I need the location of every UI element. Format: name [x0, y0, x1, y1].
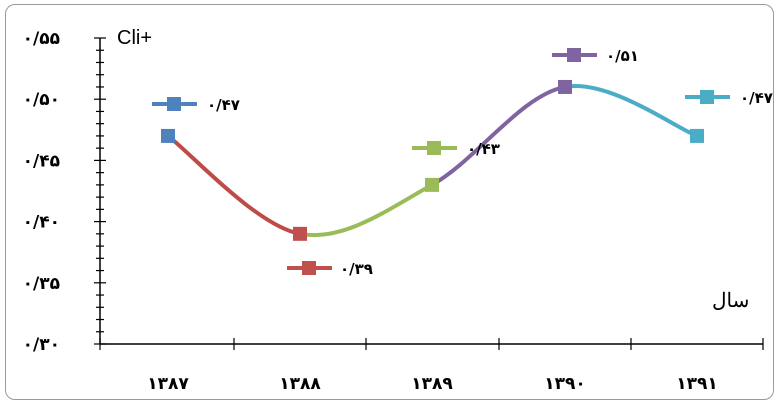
- series-segment: [166, 133, 302, 236]
- y-tick-label: ۰/۵۰: [23, 90, 60, 110]
- y-tick-label: ۰/۳۵: [23, 274, 60, 294]
- data-markers: [161, 79, 704, 241]
- y-axis: ۰/۳۰ ۰/۳۵ ۰/۴۰ ۰/۴۵ ۰/۵۰ ۰/۵۵: [23, 29, 106, 355]
- x-tick-label: ۱۳۸۷: [147, 374, 189, 394]
- data-label: ۰/۳۹: [340, 260, 373, 278]
- x-tick-label: ۱۳۸۹: [411, 374, 453, 394]
- series-segment: [563, 84, 699, 138]
- data-label-key-marker: [302, 261, 316, 275]
- x-tick-label: ۱۳۹۱: [676, 374, 718, 394]
- y-tick-label: ۰/۴۵: [23, 151, 60, 171]
- data-point-marker: [161, 128, 175, 143]
- x-tick-label: ۱۳۹۰: [544, 374, 586, 394]
- data-point-marker: [425, 177, 439, 192]
- data-label-key-marker: [427, 141, 441, 155]
- x-tick-label: ۱۳۸۸: [279, 374, 321, 394]
- y-axis-title: Cli+: [117, 27, 152, 49]
- data-labels: ۰/۴۷ ۰/۳۹ ۰/۴۳ ۰/۵۱ ۰/۴۷: [152, 47, 773, 278]
- x-axis: ۱۳۸۷ ۱۳۸۸ ۱۳۸۹ ۱۳۹۰ ۱۳۹۱: [99, 338, 764, 394]
- data-label-key-marker: [567, 48, 581, 62]
- y-tick-label: ۰/۵۵: [23, 29, 60, 49]
- data-point-marker: [293, 226, 307, 241]
- chart-frame: [5, 4, 774, 400]
- data-label: ۰/۵۱: [606, 47, 639, 65]
- y-tick-label: ۰/۴۰: [23, 213, 60, 233]
- data-label: ۰/۴۳: [467, 140, 500, 158]
- x-axis-title: سال: [712, 290, 749, 312]
- y-tick-label: ۰/۳۰: [23, 335, 60, 355]
- series-segments: [166, 84, 699, 238]
- data-label: ۰/۴۷: [207, 96, 240, 114]
- data-label-key-marker: [167, 97, 181, 111]
- data-label: ۰/۴۷: [740, 89, 773, 107]
- data-label-key-marker: [700, 90, 714, 104]
- data-point-marker: [558, 79, 572, 94]
- data-point-marker: [690, 128, 704, 143]
- series-segment: [430, 84, 567, 187]
- series-segment: [298, 182, 434, 238]
